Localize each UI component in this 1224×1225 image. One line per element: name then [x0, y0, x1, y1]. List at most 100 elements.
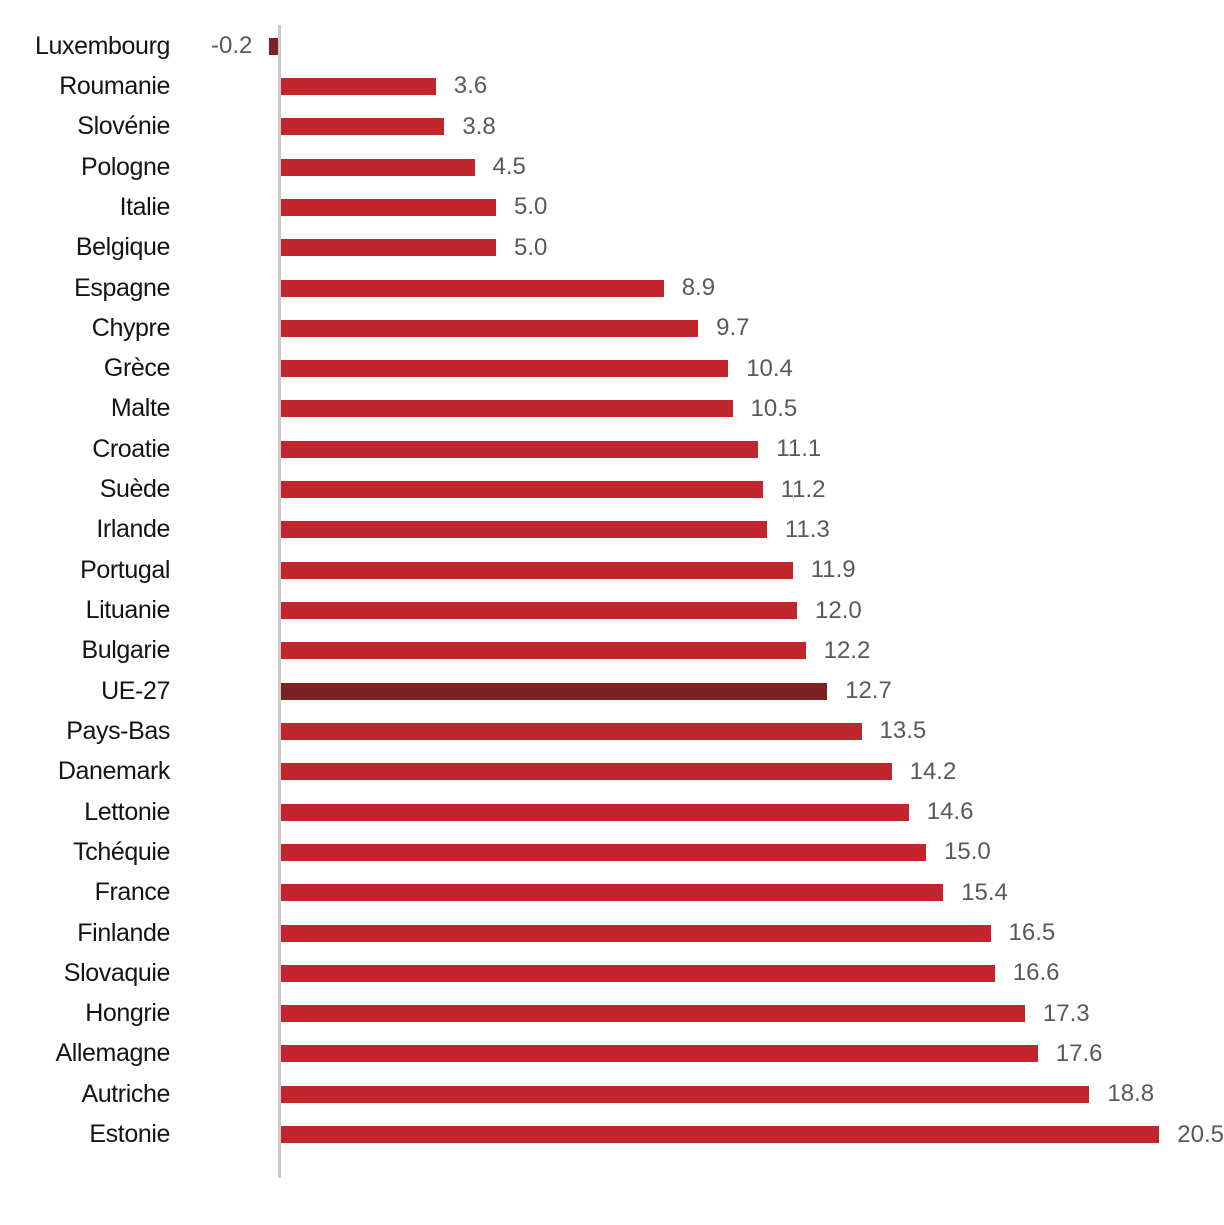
- bar: [281, 77, 436, 95]
- country-label: Estonie: [89, 1120, 170, 1149]
- country-label: Hongrie: [85, 999, 170, 1028]
- bar-area: 12.0: [278, 590, 1224, 630]
- bar: [281, 118, 445, 136]
- country-label: Tchéquie: [73, 837, 170, 866]
- bar: [281, 722, 862, 740]
- value-label: 16.6: [1012, 959, 1060, 987]
- bar: [281, 1045, 1038, 1063]
- country-label: Roumanie: [59, 71, 170, 100]
- negative-bar-area: [170, 1074, 278, 1114]
- bar-row: UE-27 12.7: [0, 671, 1224, 711]
- value-label: 10.4: [746, 354, 793, 382]
- country-label: Italie: [119, 192, 171, 221]
- country-label: Luxembourg: [35, 31, 170, 60]
- value-label: 4.5: [492, 153, 526, 181]
- bar: [281, 239, 496, 257]
- bar-row: Lituanie 12.0: [0, 590, 1224, 630]
- value-label: 17.6: [1055, 1039, 1103, 1067]
- value-label: 16.5: [1008, 919, 1056, 947]
- negative-bar-area: -0.2: [170, 26, 278, 66]
- bar-area: 17.3: [278, 994, 1224, 1034]
- bar-area: 14.2: [278, 752, 1224, 792]
- country-label: Pays-Bas: [66, 716, 170, 745]
- bar-row: Croatie 11.1: [0, 429, 1224, 469]
- bar-area: [278, 26, 1224, 66]
- negative-bar-area: [170, 349, 278, 389]
- negative-bar-area: [170, 187, 278, 227]
- bar-area: 5.0: [278, 228, 1224, 268]
- bar-area: 12.7: [278, 671, 1224, 711]
- country-label: Irlande: [96, 515, 170, 544]
- negative-bar-area: [170, 228, 278, 268]
- country-label: Malte: [110, 394, 171, 423]
- value-label: 14.6: [926, 798, 974, 826]
- bar-area: 18.8: [278, 1074, 1224, 1114]
- bar-row: Lettonie 14.6: [0, 792, 1224, 832]
- bar-row: Chypre 9.7: [0, 308, 1224, 348]
- bar-row: France 15.4: [0, 873, 1224, 913]
- bar-area: 15.0: [278, 832, 1224, 872]
- country-label: Autriche: [81, 1079, 170, 1108]
- bar-area: 20.5: [278, 1114, 1224, 1154]
- country-label: France: [94, 878, 171, 907]
- country-label: UE-27: [101, 676, 170, 705]
- bar-area: 11.2: [278, 469, 1224, 509]
- bar: [281, 1005, 1025, 1023]
- value-label: 15.0: [944, 838, 991, 866]
- value-label: 13.5: [879, 717, 927, 745]
- value-label: 5.0: [514, 233, 548, 261]
- country-label: Slovaquie: [63, 958, 171, 987]
- bar-area: 15.4: [278, 873, 1224, 913]
- bar: [281, 1126, 1160, 1144]
- bar: [281, 319, 699, 337]
- country-label: Slovénie: [77, 112, 170, 141]
- bar-row: Bulgarie 12.2: [0, 631, 1224, 671]
- country-label: Allemagne: [55, 1039, 170, 1068]
- bar-area: 11.9: [278, 550, 1224, 590]
- bar-area: 3.8: [278, 107, 1224, 147]
- bar-negative: [269, 37, 278, 55]
- bar-area: 4.5: [278, 147, 1224, 187]
- bar-row: Grèce 10.4: [0, 349, 1224, 389]
- value-label: 11.9: [810, 556, 856, 584]
- country-label: Lituanie: [85, 596, 171, 625]
- bar: [281, 400, 733, 418]
- bar-row: Espagne 8.9: [0, 268, 1224, 308]
- bar: [281, 642, 806, 660]
- bar-area: 12.2: [278, 631, 1224, 671]
- negative-bar-area: [170, 1034, 278, 1074]
- country-label: Grèce: [103, 354, 170, 383]
- bar: [281, 279, 664, 297]
- value-label: 12.2: [823, 636, 871, 664]
- bar: [281, 561, 793, 579]
- bar-row: Portugal 11.9: [0, 550, 1224, 590]
- value-label: 5.0: [514, 193, 548, 221]
- negative-bar-area: [170, 752, 278, 792]
- value-label: 18.8: [1107, 1080, 1155, 1108]
- bar: [281, 924, 991, 942]
- bar: [281, 803, 909, 821]
- bar: [281, 682, 828, 700]
- negative-bar-area: [170, 590, 278, 630]
- bar-area: 16.6: [278, 953, 1224, 993]
- value-label: 12.0: [815, 596, 862, 624]
- bar-rows: Luxembourg -0.2 Roumanie 3.6 Slovénie 3.…: [0, 26, 1224, 1155]
- bar-area: 17.6: [278, 1034, 1224, 1074]
- bar-area: 9.7: [278, 308, 1224, 348]
- bar-area: 11.3: [278, 510, 1224, 550]
- value-label: 9.7: [716, 314, 750, 342]
- country-label: Suède: [99, 475, 171, 504]
- bar-row: Slovénie 3.8: [0, 107, 1224, 147]
- negative-bar-area: [170, 550, 278, 590]
- value-label: 11.3: [784, 515, 830, 543]
- value-label-negative: -0.2: [211, 32, 253, 60]
- bar-row: Italie 5.0: [0, 187, 1224, 227]
- negative-bar-area: [170, 953, 278, 993]
- negative-bar-area: [170, 66, 278, 106]
- bar: [281, 521, 767, 539]
- country-label: Chypre: [91, 313, 171, 342]
- bar: [281, 158, 475, 176]
- bar-row: Roumanie 3.6: [0, 66, 1224, 106]
- bar-area: 13.5: [278, 711, 1224, 751]
